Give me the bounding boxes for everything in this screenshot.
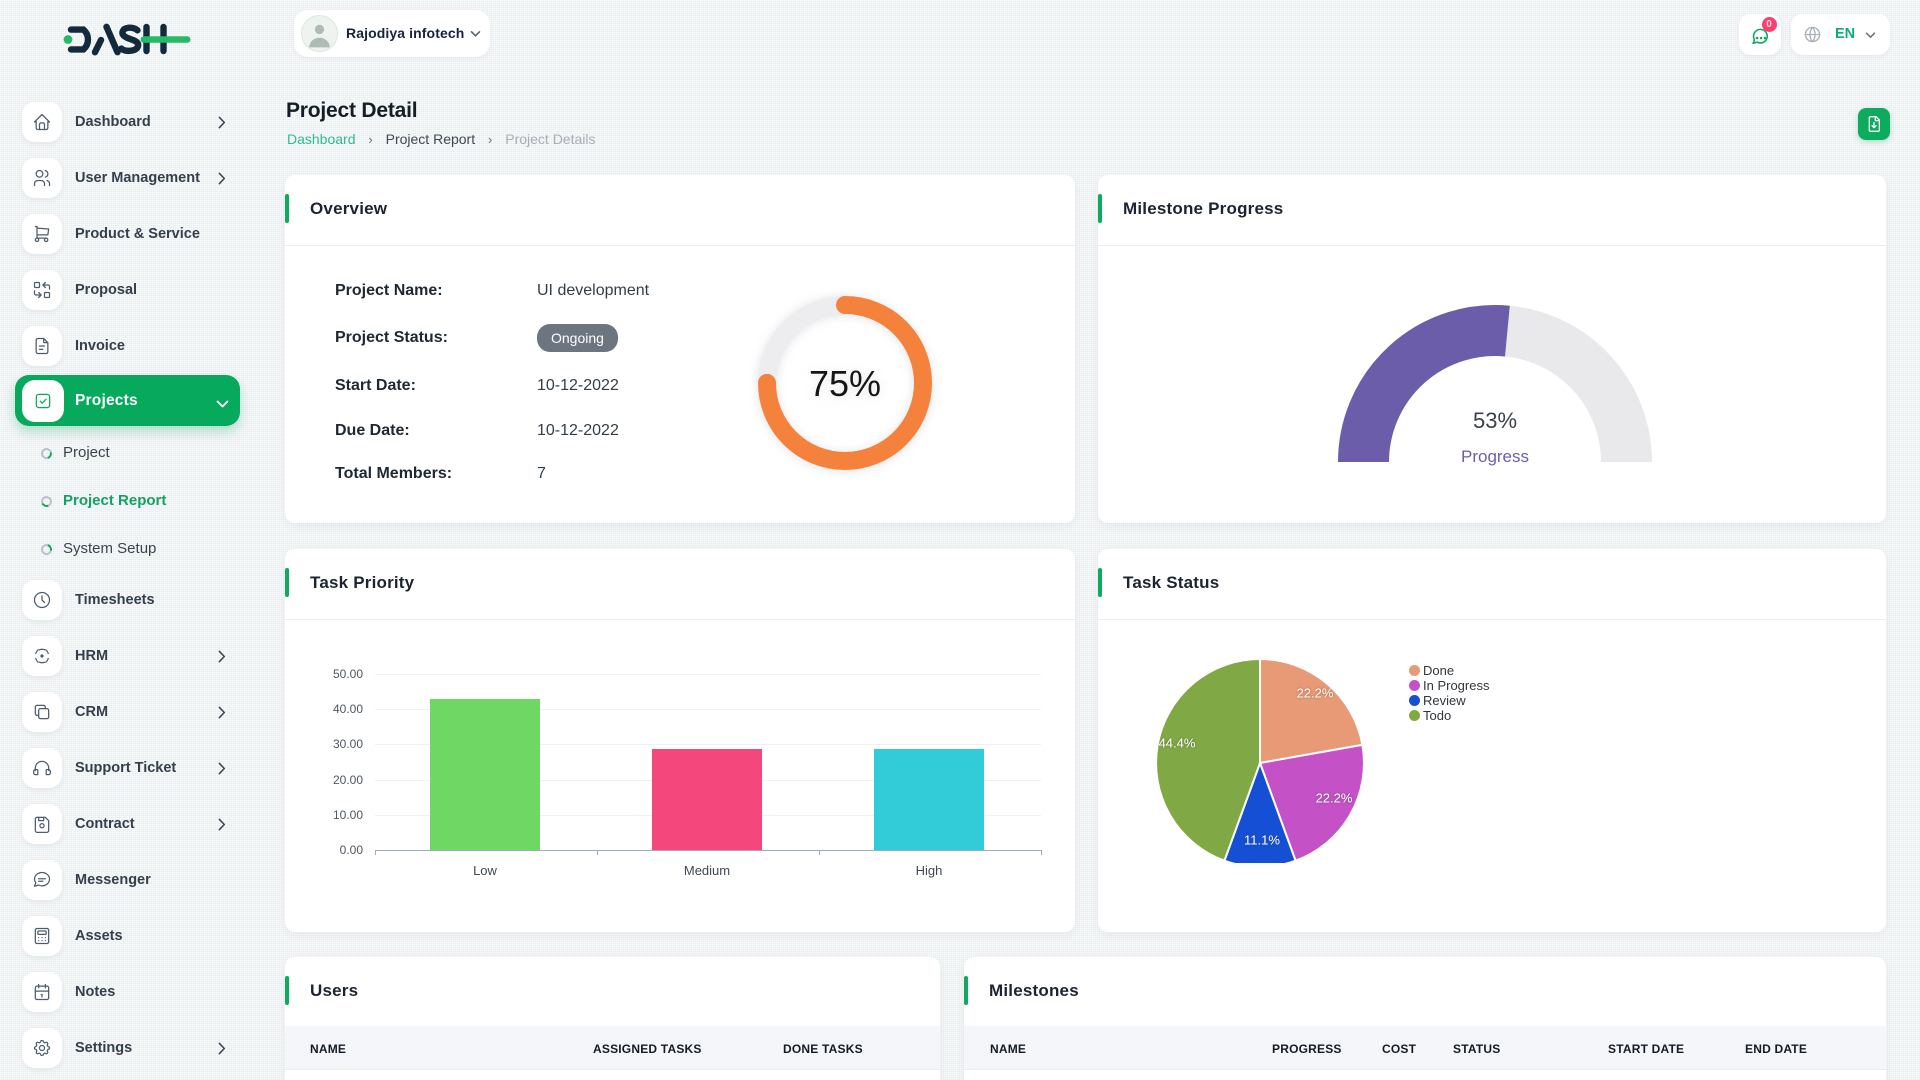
svg-text:Progress: Progress (1461, 447, 1529, 466)
svg-text:75%: 75% (809, 363, 881, 404)
svg-text:53%: 53% (1473, 408, 1517, 433)
